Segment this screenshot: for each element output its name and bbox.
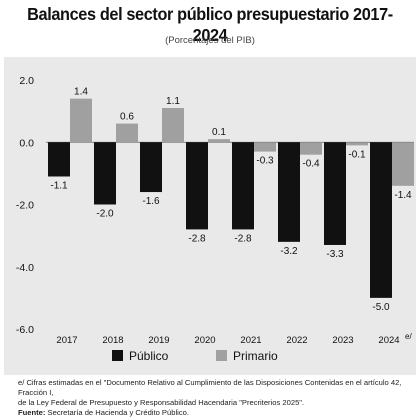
y-tick-label: 2.0 [19,75,34,87]
x-tick-label: 2019 [148,335,169,346]
bar-primario [300,142,322,155]
chart-subtitle: (Porcentajes del PIB) [165,35,255,46]
data-label: 1.4 [74,87,88,98]
bar-primario [162,108,184,143]
footnote-source: Fuente: Secretaría de Hacienda y Crédito… [18,408,416,418]
bar-primario [254,142,276,152]
x-tick-label: 2017 [56,335,77,346]
bar-primario [116,123,138,143]
bar-publico [94,142,116,205]
data-label: 0.1 [212,127,226,138]
y-tick-label: 0.0 [19,137,34,149]
data-label: 0.6 [120,112,134,123]
data-label: -2.8 [234,233,252,244]
bar-primario [346,142,368,146]
legend-swatch-publico [112,350,123,361]
footnote-line-1: e/ Cifras estimadas en el "Documento Rel… [18,378,402,397]
bar-chart: 2.0 0.0 -2.0 -4.0 -6.0 -1.1 1.4 2017 -2.0 0.6 2018… [16,75,414,363]
data-label: 1.1 [166,96,180,107]
y-tick-label: -2.0 [16,200,34,212]
data-label: -1.1 [50,180,68,191]
data-label: -5.0 [372,302,390,313]
x-tick-label: 2022 [286,335,307,346]
data-label: -0.4 [302,159,320,170]
legend-swatch-primario [216,350,227,361]
data-label: -2.8 [188,233,206,244]
x-tick-suffix: e/ [405,332,412,341]
x-tick-label: 2018 [102,335,123,346]
x-tick-label: 2024 [378,335,399,346]
bar-publico [186,142,208,230]
data-label: -1.6 [142,196,160,207]
legend-label-publico: Público [129,349,169,363]
data-label: -0.1 [348,149,366,160]
data-label: -0.3 [256,156,274,167]
data-label: -3.3 [326,249,344,260]
bar-publico [48,142,70,177]
bar-publico [232,142,254,230]
chart-title: Balances del sector público presupuestar… [27,4,393,45]
footnote-line-2: de la Ley Federal de Presupuesto y Respo… [18,398,305,407]
y-tick-label: -6.0 [16,324,34,336]
x-tick-label: 2021 [240,335,261,346]
bar-publico [278,142,300,242]
bar-primario [208,139,230,143]
bar-publico [324,142,346,245]
legend-label-primario: Primario [233,349,278,363]
bar-primario [392,142,414,186]
bar-publico [140,142,162,193]
data-label: -2.0 [96,209,114,220]
source-text: Secretaría de Hacienda y Crédito Público… [47,408,189,417]
source-label: Fuente: [18,408,46,417]
bar-primario [70,98,92,143]
x-tick-label: 2020 [194,335,215,346]
footnote: e/ Cifras estimadas en el "Documento Rel… [18,378,416,418]
y-tick-label: -4.0 [16,262,34,274]
x-tick-label: 2023 [332,335,353,346]
data-label: -3.2 [280,246,298,257]
data-label: -1.4 [394,190,412,201]
bar-publico [370,142,392,298]
